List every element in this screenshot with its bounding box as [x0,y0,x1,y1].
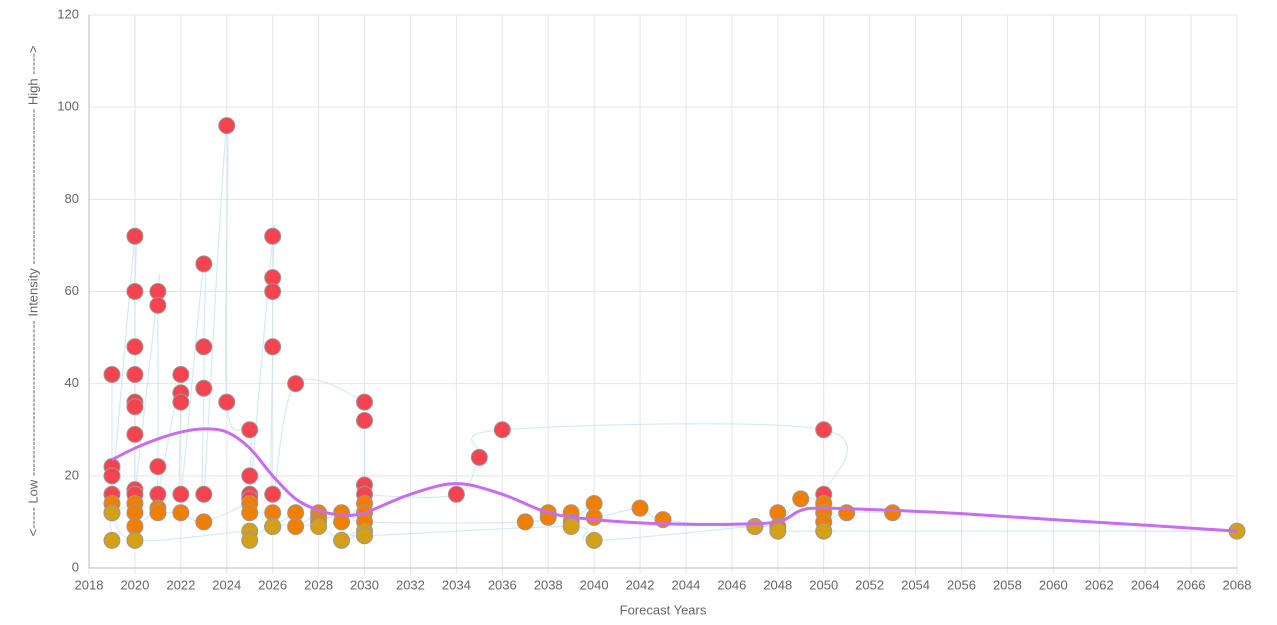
point [103,504,121,522]
y-tick-label: 40 [65,375,79,390]
point [792,490,810,508]
x-tick-label: 2032 [396,577,425,592]
point [172,365,190,383]
x-tick-label: 2030 [350,577,379,592]
y-tick-label: 100 [57,99,79,114]
x-tick-label: 2056 [947,577,976,592]
point [126,365,144,383]
x-tick-label: 2024 [212,577,241,592]
point [356,393,374,411]
point [769,522,787,540]
x-tick-label: 2058 [993,577,1022,592]
point [287,518,305,536]
point [562,518,580,536]
point [103,467,121,485]
point [195,379,213,397]
x-tick-label: 2042 [626,577,655,592]
point [241,531,259,549]
point [149,458,167,476]
point [172,393,190,411]
x-tick-label: 2048 [763,577,792,592]
point [126,425,144,443]
x-tick-label: 2036 [488,577,517,592]
point [126,398,144,416]
x-tick-label: 2060 [1039,577,1068,592]
x-tick-label: 2040 [580,577,609,592]
point [264,283,282,300]
x-tick-label: 2018 [75,577,104,592]
y-tick-label: 60 [65,283,79,298]
point [195,338,213,356]
point [149,296,167,314]
point [815,522,833,540]
y-tick-label: 0 [72,559,79,574]
point [264,338,282,356]
point [287,375,305,393]
y-axis-label: <----- Low -----------------------------… [25,46,40,537]
point [241,467,259,485]
point [310,518,328,536]
point [746,518,764,536]
point [195,513,213,531]
x-tick-label: 2064 [1131,577,1160,592]
point [218,117,236,135]
x-tick-label: 2038 [534,577,563,592]
point [195,485,213,503]
point [585,508,603,526]
point [470,448,488,466]
point [241,421,259,439]
x-axis-label: Forecast Years [620,602,707,617]
point [149,504,167,522]
trend-line [111,427,1238,533]
point [103,531,121,549]
point [356,412,374,430]
x-tick-label: 2062 [1085,577,1114,592]
point [264,485,282,503]
x-tick-label: 2026 [258,577,287,592]
point [264,518,282,536]
x-tick-label: 2050 [809,577,838,592]
x-tick-label: 2020 [120,577,149,592]
point [447,485,465,503]
point [585,531,603,549]
point [631,499,649,517]
point [356,527,374,545]
point [333,531,351,549]
point [126,531,144,549]
point [884,504,902,522]
y-tick-label: 80 [65,191,79,206]
y-tick-label: 20 [65,467,79,482]
x-tick-label: 2034 [442,577,471,592]
point [126,283,144,300]
point [126,338,144,356]
x-tick-label: 2028 [304,577,333,592]
x-tick-label: 2066 [1177,577,1206,592]
point [815,421,833,439]
x-tick-label: 2046 [717,577,746,592]
point [241,504,259,522]
y-tick-label: 120 [57,6,79,21]
point [103,365,121,383]
x-tick-label: 2022 [166,577,195,592]
x-tick-label: 2054 [901,577,930,592]
point [172,485,190,503]
point [218,393,236,411]
point [172,504,190,522]
x-tick-label: 2044 [671,577,700,592]
point [126,227,144,245]
point [516,513,534,531]
point [195,255,213,273]
x-tick-label: 2068 [1223,577,1252,592]
x-tick-label: 2052 [855,577,884,592]
point [493,421,511,439]
point [264,227,282,245]
